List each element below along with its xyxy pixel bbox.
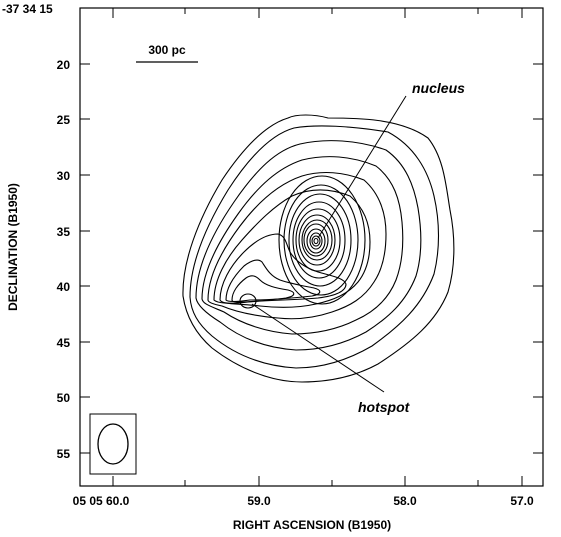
nucleus-pointer (317, 95, 407, 239)
hotspot-pointer (251, 303, 385, 393)
y-tick-label: 45 (57, 336, 71, 350)
nucleus-contour-4 (292, 201, 346, 279)
contour-level-2 (189, 125, 439, 369)
contour-set (182, 114, 455, 383)
x-axis-title: RIGHT ASCENSION (B1950) (233, 518, 391, 532)
scale-bar-label: 300 pc (148, 43, 186, 57)
contour-level-4 (201, 156, 404, 335)
x-tick-label: 05 05 60.0 (73, 494, 130, 508)
beam-box (89, 413, 137, 475)
nucleus-contour-6 (298, 214, 336, 266)
contour-level-6 (213, 189, 371, 308)
nucleus-contour-2 (283, 184, 359, 296)
nucleus-contour-11 (311, 235, 321, 247)
nucleus-contour-10 (309, 232, 323, 250)
contour-level-3 (195, 140, 422, 351)
contour-level-5 (207, 172, 387, 320)
y-tick-label: 40 (57, 280, 71, 294)
contour-level-9 (231, 275, 295, 303)
y-tick-label: -37 34 15 (2, 2, 53, 16)
x-tick-label: 58.0 (393, 494, 417, 508)
nucleus-contour-5 (295, 208, 341, 272)
x-tick-label: 57.0 (510, 494, 534, 508)
plot-frame (79, 7, 544, 487)
nucleus-contour-12 (313, 237, 319, 245)
y-tick-label: 25 (57, 113, 71, 127)
contour-level-1 (182, 114, 455, 383)
y-axis-title: DECLINATION (B1950) (6, 183, 20, 311)
nucleus-contour-1 (278, 175, 366, 305)
x-ticks (112, 8, 523, 486)
hotspot-label: hotspot (358, 399, 411, 415)
hotspot-contour (239, 293, 257, 309)
y-ticks (80, 7, 543, 454)
y-tick-label: 50 (57, 391, 71, 405)
y-tick-label: 35 (57, 225, 71, 239)
beam-ellipse (97, 423, 129, 465)
nucleus-contour-9 (306, 228, 326, 254)
nucleus-contour-8 (303, 223, 329, 257)
nucleus-contour-3 (288, 193, 352, 287)
nucleus-label: nucleus (412, 80, 465, 96)
y-tick-label: 55 (57, 447, 71, 461)
y-tick-label: 30 (57, 169, 71, 183)
y-tick-label: 20 (57, 58, 71, 72)
x-tick-label: 59.0 (247, 494, 271, 508)
nucleus-contour-7 (301, 219, 333, 261)
contour-level-8 (225, 259, 321, 303)
